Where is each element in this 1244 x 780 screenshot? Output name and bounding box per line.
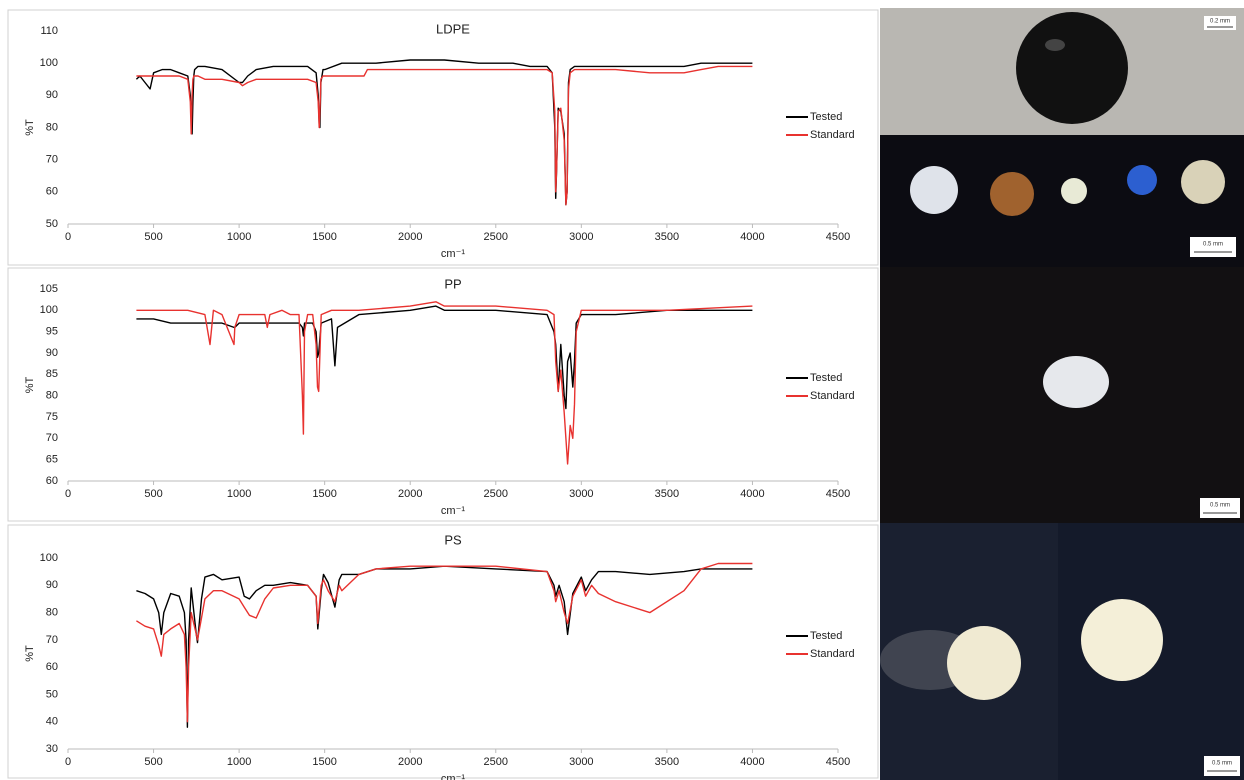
chart-title: LDPE <box>436 21 470 36</box>
x-axis-label: cm⁻¹ <box>441 248 465 260</box>
x-axis-label: cm⁻¹ <box>441 773 465 780</box>
x-tick-label: 2500 <box>484 756 508 768</box>
legend-label: Standard <box>810 648 855 660</box>
y-tick-label: 100 <box>40 304 58 316</box>
legend-label: Standard <box>810 390 855 402</box>
y-tick-label: 60 <box>46 661 58 673</box>
panel-frame <box>8 10 878 265</box>
y-tick-label: 60 <box>46 475 58 487</box>
x-tick-label: 2500 <box>484 488 508 500</box>
y-tick-label: 65 <box>46 454 58 466</box>
y-tick-label: 95 <box>46 326 58 338</box>
x-tick-label: 4000 <box>740 231 764 243</box>
chart-title: PS <box>444 532 462 547</box>
y-tick-label: 80 <box>46 606 58 618</box>
x-axis-label: cm⁻¹ <box>441 505 465 517</box>
photo: 0.5 mm <box>880 267 1244 523</box>
scale-label: 0.5 mm <box>1203 242 1223 248</box>
y-tick-label: 30 <box>46 743 58 755</box>
y-tick-label: 85 <box>46 368 58 380</box>
y-tick-label: 70 <box>46 432 58 444</box>
x-tick-label: 4500 <box>826 231 850 243</box>
x-tick-label: 1000 <box>227 756 251 768</box>
y-axis-label: %T <box>24 645 36 662</box>
x-tick-label: 2500 <box>484 231 508 243</box>
y-tick-label: 70 <box>46 634 58 646</box>
scale-label: 0.2 mm <box>1210 19 1230 25</box>
y-tick-label: 105 <box>40 283 58 295</box>
y-tick-label: 70 <box>46 154 58 166</box>
y-tick-label: 100 <box>40 552 58 564</box>
legend-label: Tested <box>810 372 842 384</box>
y-tick-label: 80 <box>46 390 58 402</box>
y-tick-label: 80 <box>46 121 58 133</box>
legend-label: Standard <box>810 129 855 141</box>
chart-title: PP <box>444 276 461 291</box>
x-tick-label: 3000 <box>569 231 593 243</box>
photo: 0.5 mm <box>880 523 1244 780</box>
figure: 0.2 mm 0.5 mm 0.5 mm 0.5 mm LDPE 50 60 70 80… <box>0 0 1244 780</box>
y-tick-label: 100 <box>40 57 58 69</box>
x-tick-label: 4000 <box>740 756 764 768</box>
y-tick-label: 60 <box>46 186 58 198</box>
x-tick-label: 500 <box>144 488 162 500</box>
x-tick-label: 2000 <box>398 756 422 768</box>
legend-label: Tested <box>810 630 842 642</box>
x-tick-label: 1500 <box>312 756 336 768</box>
x-tick-label: 4500 <box>826 756 850 768</box>
photo: 0.2 mm <box>880 8 1244 135</box>
x-tick-label: 1500 <box>312 488 336 500</box>
x-tick-label: 1000 <box>227 488 251 500</box>
x-tick-label: 1500 <box>312 231 336 243</box>
x-tick-label: 3000 <box>569 756 593 768</box>
x-tick-label: 3500 <box>655 231 679 243</box>
x-tick-label: 0 <box>65 756 71 768</box>
x-tick-label: 1000 <box>227 231 251 243</box>
x-tick-label: 0 <box>65 488 71 500</box>
y-tick-label: 90 <box>46 579 58 591</box>
y-axis-label: %T <box>24 376 36 393</box>
y-tick-label: 110 <box>40 25 58 37</box>
x-tick-label: 2000 <box>398 488 422 500</box>
x-tick-label: 500 <box>144 756 162 768</box>
photo: 0.5 mm <box>880 135 1244 267</box>
y-tick-label: 50 <box>46 218 58 230</box>
y-axis-label: %T <box>24 119 36 136</box>
x-tick-label: 0 <box>65 231 71 243</box>
x-tick-label: 3500 <box>655 488 679 500</box>
y-tick-label: 90 <box>46 89 58 101</box>
y-tick-label: 50 <box>46 688 58 700</box>
x-tick-label: 4000 <box>740 488 764 500</box>
x-tick-label: 2000 <box>398 231 422 243</box>
x-tick-label: 500 <box>144 231 162 243</box>
y-tick-label: 40 <box>46 716 58 728</box>
legend-label: Tested <box>810 111 842 123</box>
scale-label: 0.5 mm <box>1212 761 1232 767</box>
y-tick-label: 75 <box>46 411 58 423</box>
scale-label: 0.5 mm <box>1210 503 1230 509</box>
y-tick-label: 90 <box>46 347 58 359</box>
x-tick-label: 3000 <box>569 488 593 500</box>
x-tick-label: 3500 <box>655 756 679 768</box>
x-tick-label: 4500 <box>826 488 850 500</box>
